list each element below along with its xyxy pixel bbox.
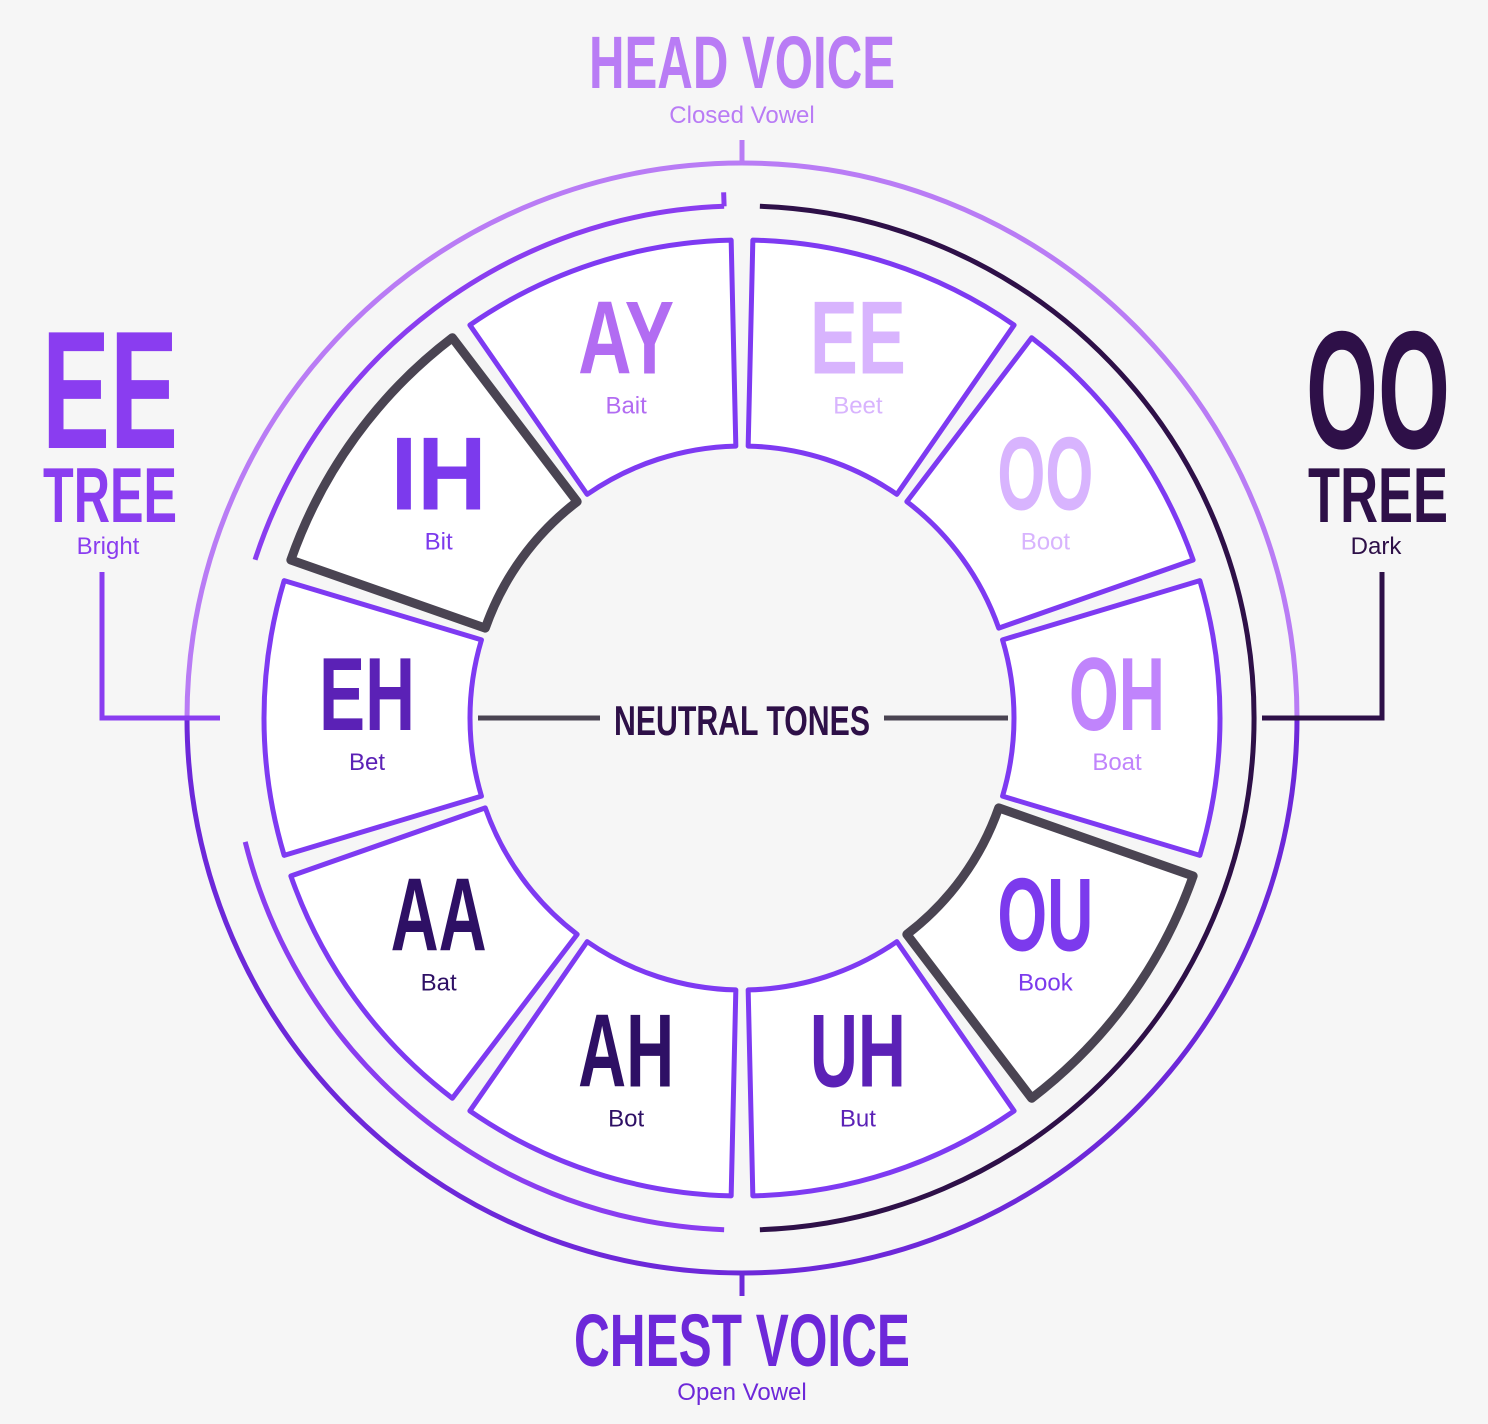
chest-voice-subtitle: Open Vowel bbox=[677, 1379, 806, 1406]
neutral-tones-label: NEUTRAL TONES bbox=[614, 697, 870, 744]
segment-ee-beet bbox=[745, 237, 1017, 497]
segment-word-oh-boat: Boat bbox=[1092, 749, 1142, 776]
segment-word-eh-bet: Bet bbox=[349, 749, 385, 776]
segment-word-uh-but: But bbox=[840, 1106, 876, 1133]
segment-oh-boat bbox=[1000, 578, 1223, 858]
segment-word-aa-bat: Bat bbox=[421, 969, 457, 996]
ee-tree-label: TREE bbox=[43, 451, 177, 539]
segment-word-ee-beet: Beet bbox=[833, 392, 883, 419]
oo-tree-vowel: OO bbox=[1306, 296, 1450, 484]
segment-aa-bat bbox=[288, 805, 580, 1101]
segment-vowel-ee-beet: EE bbox=[810, 280, 906, 396]
ee-tree-subtitle: Bright bbox=[77, 533, 140, 560]
oo-tree-subtitle: Dark bbox=[1351, 533, 1403, 560]
segment-word-oo-boot: Boot bbox=[1021, 529, 1071, 556]
ee-tree-connector bbox=[99, 572, 220, 721]
segment-oo-boot bbox=[904, 335, 1196, 631]
segment-ah-bot bbox=[467, 939, 739, 1199]
segment-vowel-eh-bet: EH bbox=[319, 637, 415, 753]
segment-uh-but bbox=[745, 939, 1017, 1199]
head-voice-title: HEAD VOICE bbox=[589, 21, 895, 104]
segment-ih-bit bbox=[286, 333, 582, 633]
segment-word-ou-book: Book bbox=[1018, 969, 1074, 996]
segment-vowel-ay-bait: AY bbox=[578, 280, 674, 396]
bracket-ee-lower bbox=[242, 841, 725, 1233]
bracket-ee-upper bbox=[252, 203, 725, 561]
segment-word-ih-bit: Bit bbox=[425, 529, 453, 556]
connector-lines bbox=[99, 140, 1385, 1296]
segment-eh-bet bbox=[261, 578, 484, 858]
segment-vowel-oh-boat: OH bbox=[1069, 637, 1165, 753]
ee-tree-vowel: EE bbox=[42, 296, 178, 484]
segment-vowel-aa-bat: AA bbox=[391, 857, 487, 973]
outer-rings bbox=[184, 160, 1300, 1276]
segment-vowel-uh-but: UH bbox=[810, 994, 906, 1110]
segment-vowel-ou-book: OU bbox=[997, 857, 1093, 973]
oo-tree-label: TREE bbox=[1308, 451, 1448, 539]
segment-ay-bait bbox=[467, 237, 739, 497]
outer-ring-chest bbox=[184, 717, 1300, 1276]
segment-vowel-oo-boot: OO bbox=[997, 417, 1093, 533]
segment-vowel-ih-bit: IH bbox=[391, 417, 487, 533]
segment-ou-book bbox=[902, 803, 1198, 1103]
bracket-oo bbox=[759, 203, 1257, 1233]
head-voice-subtitle: Closed Vowel bbox=[669, 102, 814, 129]
chest-voice-title: CHEST VOICE bbox=[574, 1299, 910, 1382]
segment-word-ah-bot: Bot bbox=[608, 1106, 644, 1133]
segment-vowel-ah-bot: AH bbox=[578, 994, 674, 1110]
segment-word-ay-bait: Bait bbox=[605, 392, 647, 419]
outer-ring-head bbox=[184, 160, 1300, 719]
oo-tree-connector bbox=[1262, 572, 1385, 721]
